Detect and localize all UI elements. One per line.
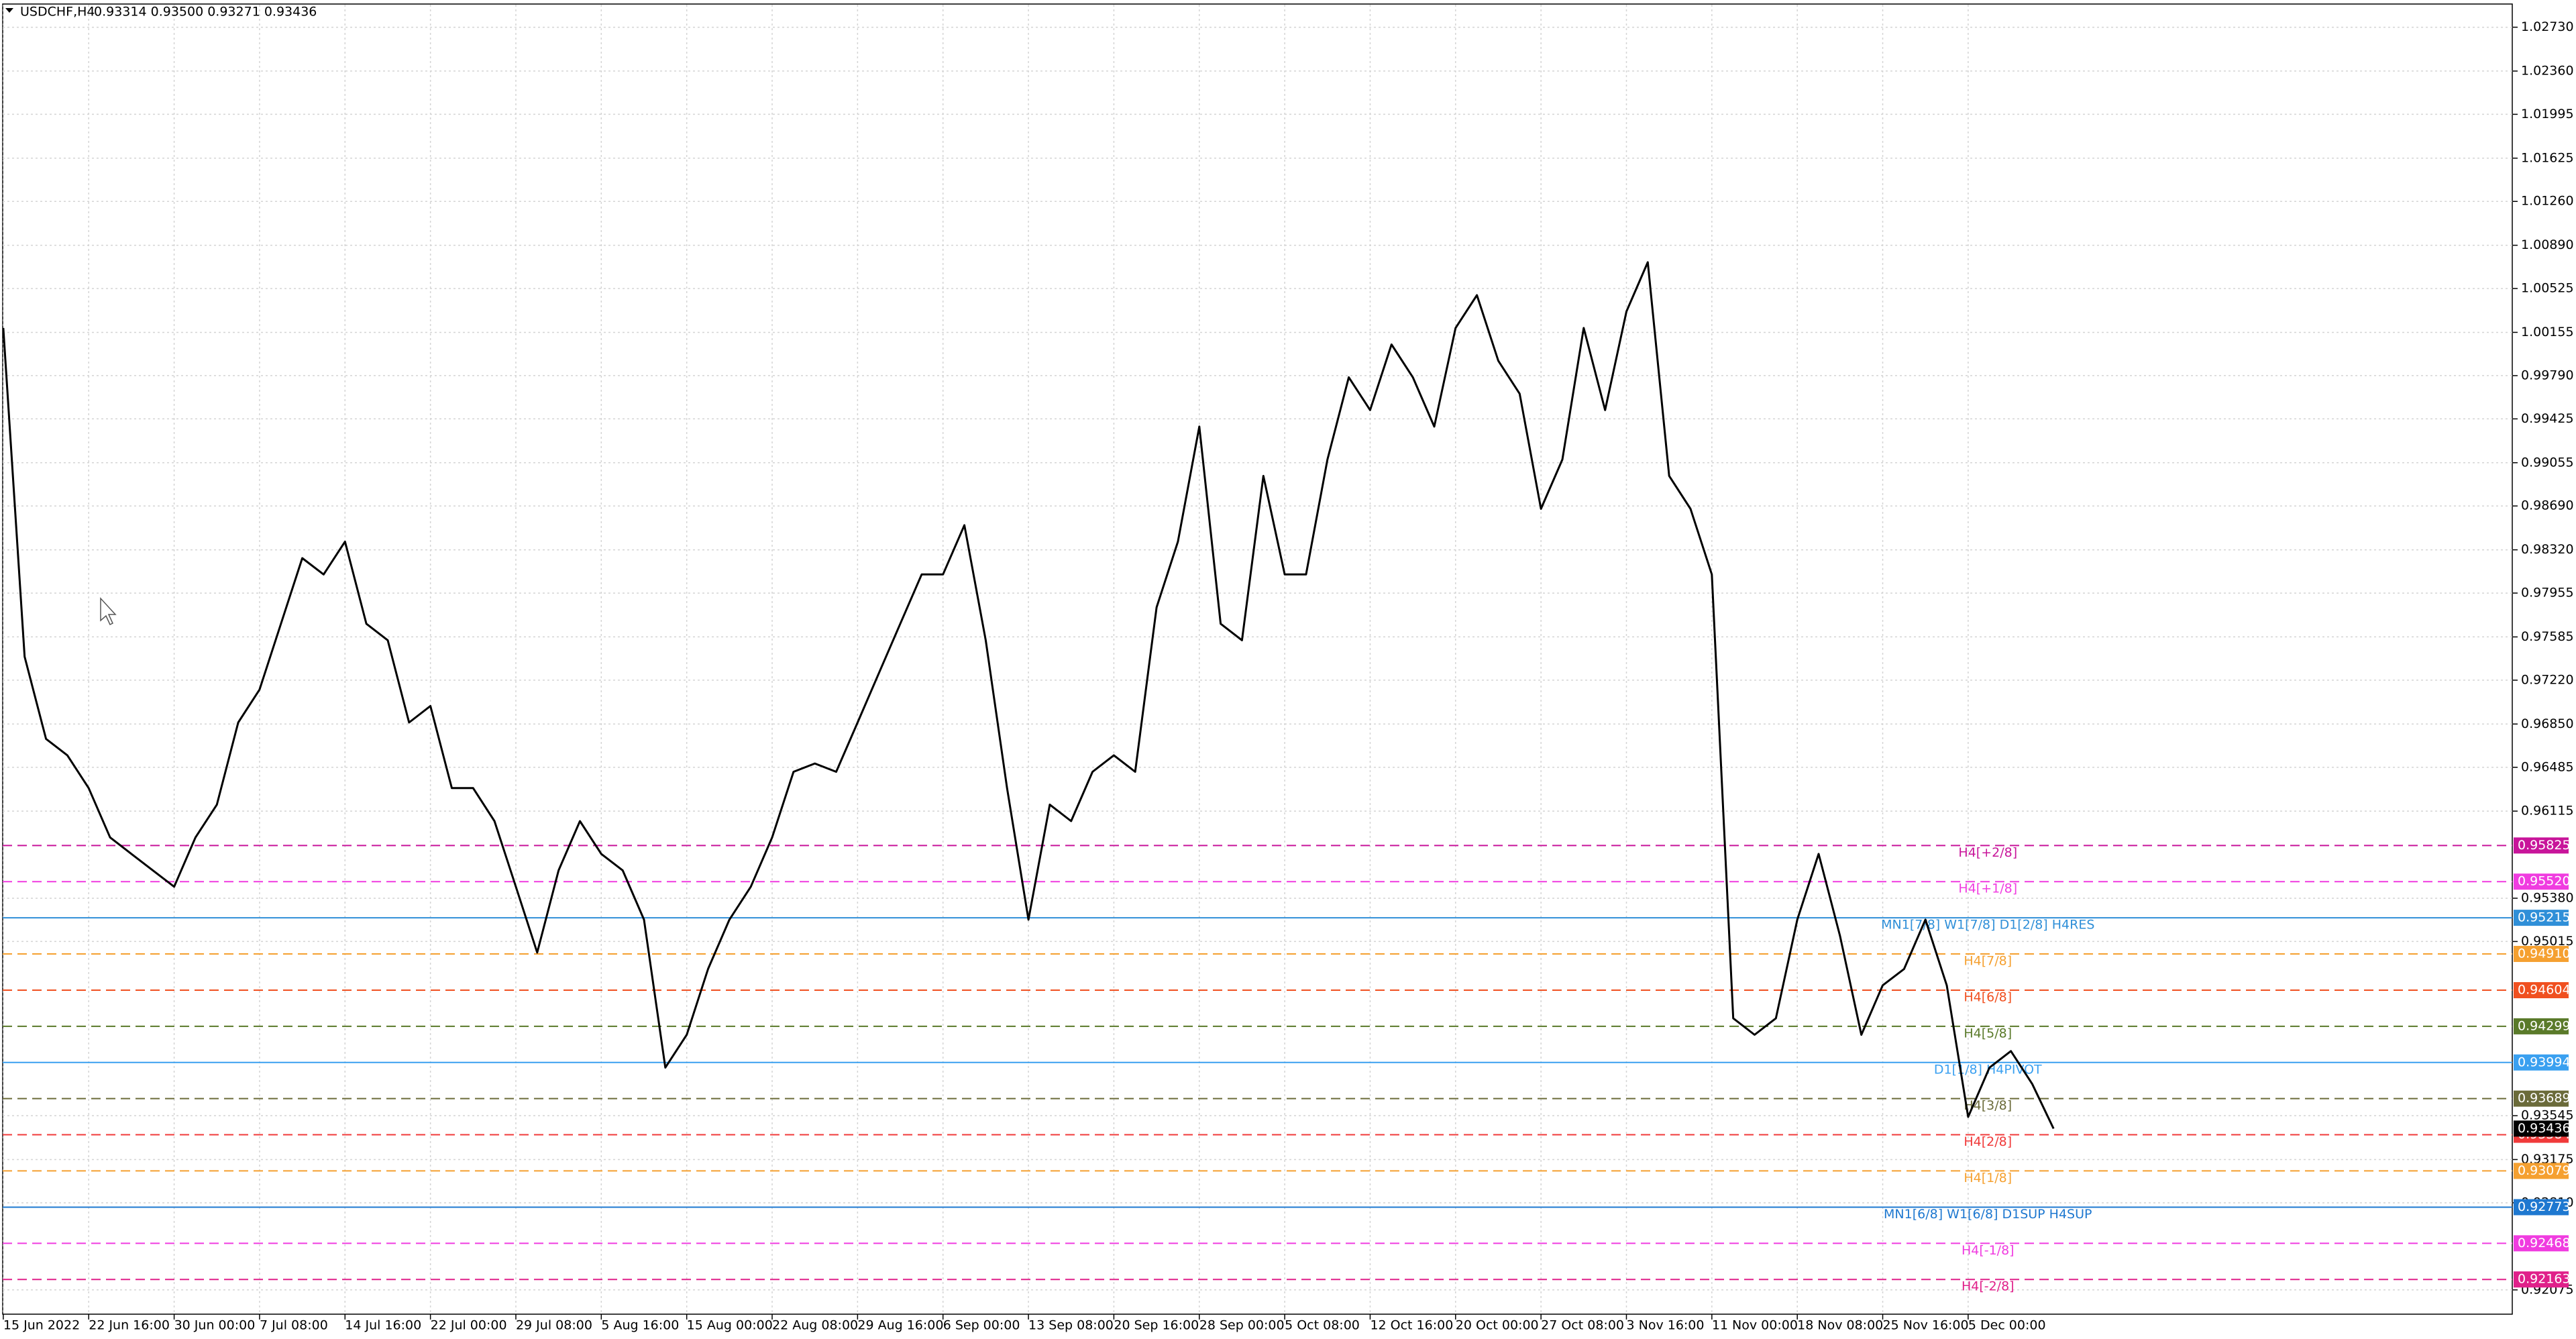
level-price-box [2514, 873, 2569, 890]
x-tick-label: 22 Jun 16:00 [89, 1318, 170, 1333]
levels: H4[+2/8] H4[+1/8] MN1[7/8] W1[7/8] D1[2/8]… [3, 845, 2512, 1294]
level-price-label: 0.95520 [2518, 874, 2571, 889]
x-tick-label: 18 Nov 08:00 [1797, 1318, 1883, 1333]
y-tick-label: 1.00525 [2521, 281, 2574, 296]
level-price-label: 0.93994 [2518, 1055, 2571, 1069]
level-price-label: 0.94299 [2518, 1018, 2571, 1033]
y-tick-label: 1.00155 [2521, 325, 2574, 339]
x-tick-label: 14 Jul 16:00 [345, 1318, 421, 1333]
level-price-box [2514, 1018, 2569, 1034]
menu-arrow[interactable] [5, 8, 13, 13]
y-tick-label: 0.99790 [2521, 368, 2574, 382]
last-price-label: 0.93436 [2518, 1121, 2571, 1136]
level-price-label: 0.95215 [2518, 910, 2571, 925]
level-price-label: 0.95825 [2518, 838, 2571, 853]
price-line [2, 261, 2055, 1130]
y-tick-label: 1.01260 [2521, 194, 2574, 209]
x-tick-label: 15 Jun 2022 [3, 1318, 80, 1333]
level-price-box [2514, 837, 2569, 854]
y-tick-label: 1.00890 [2521, 237, 2574, 252]
x-tick-label: 27 Oct 08:00 [1541, 1318, 1624, 1333]
level-price-box [2514, 982, 2569, 999]
x-tick-label: 6 Sep 00:00 [943, 1318, 1020, 1333]
level-label: H4[6/8] [1964, 990, 2012, 1005]
mouse-cursor [100, 597, 117, 626]
y-tick-label: 0.98320 [2521, 542, 2574, 557]
y-tick-label: 0.99425 [2521, 411, 2574, 426]
y-tick-label: 0.97220 [2521, 672, 2574, 687]
x-tick-label: 29 Aug 16:00 [857, 1318, 943, 1333]
level-price-box [2514, 1163, 2569, 1179]
level-price-box [2514, 1199, 2569, 1216]
level-price-label: 0.93689 [2518, 1091, 2571, 1106]
grid [3, 5, 2512, 1314]
y-tick-label: 0.99055 [2521, 455, 2574, 470]
x-tick-label: 5 Oct 08:00 [1285, 1318, 1360, 1333]
y-tick-label: 0.96115 [2521, 804, 2574, 818]
y-tick-label: 0.97585 [2521, 629, 2574, 644]
level-label: MN1[7/8] W1[7/8] D1[2/8] H4RES [1881, 918, 2094, 932]
level-price-label: 0.94604 [2518, 983, 2571, 998]
last-price-box [2514, 1120, 2569, 1137]
level-price-box [2514, 1235, 2569, 1252]
x-tick-label: 25 Nov 16:00 [1883, 1318, 1969, 1333]
level-label: H4[3/8] [1964, 1098, 2012, 1113]
y-tick-label: 1.01625 [2521, 150, 2574, 165]
level-label: H4[+2/8] [1958, 845, 2017, 860]
x-tick-label: 12 Oct 16:00 [1370, 1318, 1453, 1333]
level-label: H4[5/8] [1964, 1026, 2012, 1040]
price-axis: 1.02730 1.02360 1.01995 1.01625 1.01260 1.008… [3, 19, 2574, 1333]
level-price-box [2514, 945, 2569, 962]
y-tick-label: 0.98690 [2521, 498, 2574, 513]
series [2, 261, 2055, 1130]
x-tick-label: 3 Nov 16:00 [1626, 1318, 1704, 1333]
level-price-box [2514, 1090, 2569, 1107]
level-label: H4[7/8] [1964, 953, 2012, 968]
x-tick-label: 11 Nov 00:00 [1712, 1318, 1798, 1333]
x-tick-label: 20 Sep 16:00 [1114, 1318, 1199, 1333]
level-price-label: 0.92468 [2518, 1236, 2571, 1250]
level-price-label: 0.94910 [2518, 946, 2571, 961]
y-tick-label: 0.96485 [2521, 759, 2574, 774]
ohlc-text: 0.93314 0.93500 0.93271 0.93436 [94, 5, 317, 19]
y-tick-label: 1.01995 [2521, 107, 2574, 121]
level-label: H4[-2/8] [1962, 1279, 2015, 1294]
y-tick-label: 1.02730 [2521, 19, 2574, 34]
level-price-box [2514, 1271, 2569, 1288]
level-price-label: 0.92163 [2518, 1272, 2571, 1287]
symbol-title: USDCHF,H4 [20, 5, 95, 19]
x-tick-label: 30 Jun 00:00 [174, 1318, 256, 1333]
x-tick-label: 7 Jul 08:00 [260, 1318, 328, 1333]
level-price-label: 0.93079 [2518, 1163, 2571, 1178]
level-label: H4[2/8] [1964, 1134, 2012, 1149]
x-tick-label: 13 Sep 08:00 [1028, 1318, 1114, 1333]
plot-frame [2, 3, 2513, 1315]
x-tick-label: 29 Jul 08:00 [516, 1318, 592, 1333]
y-tick-label: 0.96850 [2521, 716, 2574, 731]
level-price-label: 0.92773 [2518, 1199, 2571, 1214]
x-tick-label: 20 Oct 00:00 [1456, 1318, 1539, 1333]
y-tick-label: 0.97955 [2521, 586, 2574, 600]
level-price-box [2514, 910, 2569, 926]
level-label: H4[+1/8] [1958, 881, 2017, 896]
x-tick-label: 15 Aug 00:00 [687, 1318, 773, 1333]
level-label: MN1[6/8] W1[6/8] D1SUP H4SUP [1884, 1207, 2092, 1222]
x-tick-label: 22 Aug 08:00 [772, 1318, 858, 1333]
level-label: H4[1/8] [1964, 1171, 2012, 1185]
x-tick-label: 5 Dec 00:00 [1968, 1318, 2046, 1333]
y-tick-label: 0.93545 [2521, 1108, 2574, 1123]
y-tick-label: 1.02360 [2521, 63, 2574, 78]
x-tick-label: 22 Jul 00:00 [431, 1318, 507, 1333]
level-price-box [2514, 1054, 2569, 1071]
y-tick-label: 0.95015 [2521, 934, 2574, 949]
y-tick-label: 0.95380 [2521, 890, 2574, 905]
level-label: H4[-1/8] [1962, 1243, 2015, 1258]
x-tick-label: 28 Sep 00:00 [1199, 1318, 1285, 1333]
x-tick-label: 5 Aug 16:00 [601, 1318, 679, 1333]
